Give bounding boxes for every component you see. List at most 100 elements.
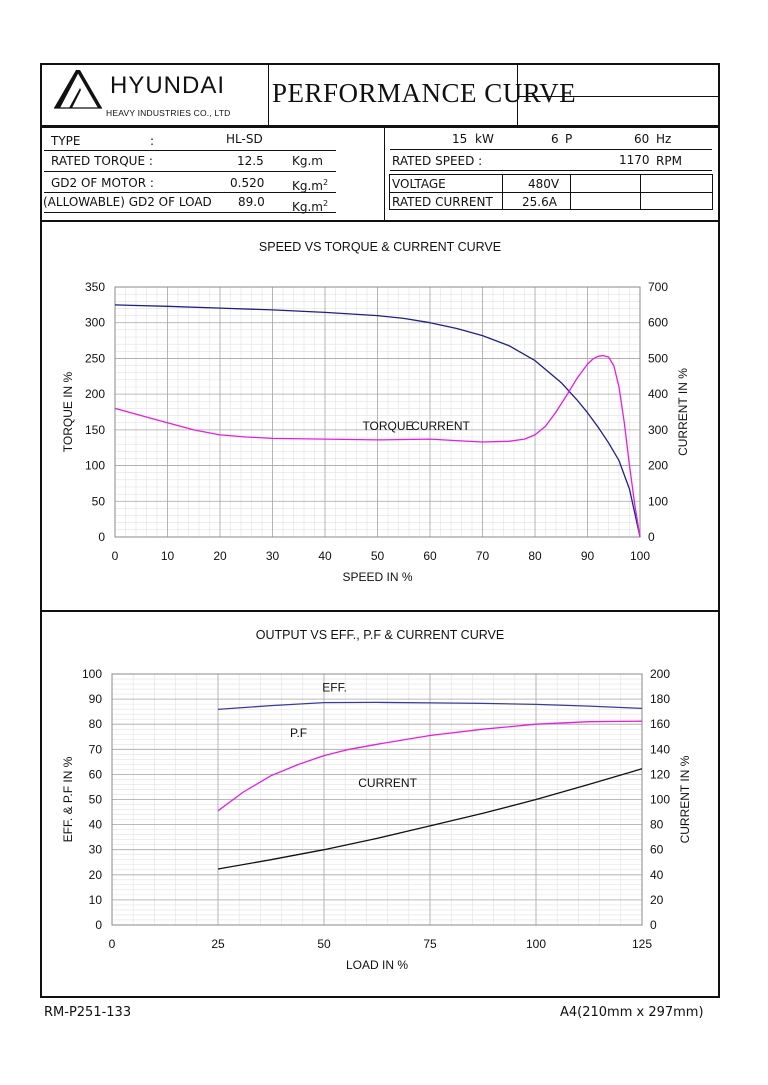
paper-size: A4(210mm x 297mm) <box>560 1005 704 1020</box>
y2-tick-label: 200 <box>648 459 668 473</box>
series-label-current: CURRENT <box>411 419 470 433</box>
voltage-value: 480V <box>528 177 560 191</box>
rated-current-label: RATED CURRENT <box>392 195 493 209</box>
rated-speed-unit: RPM <box>656 154 682 168</box>
series-label-torque: TORQUE <box>362 419 413 433</box>
series-line-p-f <box>217 720 643 812</box>
y2-tick-label: 500 <box>648 351 668 365</box>
y-tick-label: 50 <box>92 494 106 508</box>
spec-type-sep: : <box>150 134 155 148</box>
y-tick-label: 40 <box>89 818 103 832</box>
page-title: PERFORMANCE CURVE <box>272 78 577 108</box>
x-tick-label: 70 <box>476 549 490 563</box>
spec-rule <box>44 212 336 213</box>
chart2-frame <box>40 610 720 998</box>
y2-tick-label: 600 <box>648 316 668 330</box>
y2-tick-label: 180 <box>650 692 670 706</box>
y2-tick-label: 60 <box>650 843 664 857</box>
x-tick-label: 100 <box>526 937 546 951</box>
x-tick-label: 80 <box>528 549 542 563</box>
x-tick-label: 40 <box>318 549 332 563</box>
table-col <box>502 174 503 210</box>
spec-type-label: TYPE <box>51 134 81 148</box>
x-tick-label: 50 <box>317 937 331 951</box>
spec-rule <box>44 171 336 172</box>
spec-gd2-load-value: 89.0 <box>238 195 265 209</box>
spec-gd2-motor-unit: Kg.m2 <box>292 176 328 193</box>
x-tick-label: 75 <box>423 937 437 951</box>
x-tick-label: 0 <box>109 937 116 951</box>
y2-axis-label: CURRENT IN % <box>676 368 690 456</box>
y-axis-label: EFF. & P.F IN % <box>61 756 75 842</box>
spec-torque-label: RATED TORQUE : <box>51 154 153 168</box>
y2-tick-label: 120 <box>650 767 670 781</box>
spec-torque-unit: Kg.m <box>292 154 323 168</box>
header-right-rule <box>517 96 720 97</box>
y2-tick-label: 200 <box>650 667 670 681</box>
x-tick-label: 20 <box>213 549 227 563</box>
poles-value: 6 <box>551 132 559 146</box>
table-col <box>570 174 571 210</box>
series-label-eff: EFF. <box>322 681 347 695</box>
series-line-current <box>217 768 643 870</box>
y2-tick-label: 0 <box>648 530 655 544</box>
y2-axis-label: CURRENT IN % <box>678 755 692 843</box>
brand-name: HYUNDAI <box>110 72 226 99</box>
power-value: 15 <box>452 132 468 146</box>
poles-unit: P <box>565 132 573 146</box>
y-tick-label: 50 <box>89 793 103 807</box>
y-tick-label: 0 <box>98 530 105 544</box>
y-tick-label: 70 <box>89 742 103 756</box>
freq-value: 60 <box>634 132 650 146</box>
spec-type-value: HL-SD <box>226 132 263 146</box>
y2-tick-label: 140 <box>650 742 670 756</box>
y-tick-label: 0 <box>95 918 102 932</box>
document-code: RM-P251-133 <box>44 1005 132 1020</box>
series-line-torque <box>114 354 641 538</box>
spec-rule <box>44 150 336 151</box>
header-divider-1 <box>268 63 269 127</box>
rated-speed-label: RATED SPEED : <box>392 154 483 168</box>
company-name: HEAVY INDUSTRIES CO., LTD <box>106 108 231 118</box>
spec-gd2-load-unit: Kg.m2 <box>292 197 328 214</box>
x-tick-label: 25 <box>211 937 225 951</box>
y2-tick-label: 300 <box>648 423 668 437</box>
y2-tick-label: 700 <box>648 280 668 294</box>
spec-gd2-motor-value: 0.520 <box>230 176 265 190</box>
plot-border <box>111 673 643 926</box>
y2-tick-label: 20 <box>650 893 664 907</box>
y-tick-label: 80 <box>89 717 103 731</box>
y-tick-label: 350 <box>85 280 105 294</box>
x-tick-label: 30 <box>266 549 280 563</box>
spec-torque-value: 12.5 <box>237 154 264 168</box>
y-tick-label: 60 <box>89 767 103 781</box>
header-divider-2 <box>517 63 518 127</box>
spec-divider <box>384 126 385 222</box>
x-tick-label: 0 <box>112 549 119 563</box>
y2-tick-label: 100 <box>650 793 670 807</box>
speed-torque-current-chart: 0 10 20 30 40 50 60 70 80 90 100 0 50 100 150 200 250 300… <box>61 280 690 584</box>
table-col <box>640 174 641 210</box>
x-tick-label: 10 <box>161 549 175 563</box>
y-tick-label: 10 <box>89 893 103 907</box>
y2-tick-label: 400 <box>648 387 668 401</box>
spec-rule <box>390 149 712 150</box>
y-tick-label: 150 <box>85 423 105 437</box>
unit-text: Kg.m <box>292 200 323 214</box>
power-unit: kW <box>475 132 494 146</box>
y-tick-label: 200 <box>85 387 105 401</box>
x-tick-label: 50 <box>371 549 385 563</box>
voltage-label: VOLTAGE <box>392 177 446 191</box>
y2-tick-label: 80 <box>650 818 664 832</box>
x-tick-label: 60 <box>423 549 437 563</box>
unit-sup: 2 <box>323 178 329 187</box>
x-tick-label: 90 <box>581 549 595 563</box>
y2-tick-label: 100 <box>648 494 668 508</box>
y-tick-label: 20 <box>89 868 103 882</box>
y-tick-label: 100 <box>82 667 102 681</box>
table-rule <box>389 192 713 193</box>
x-tick-label: 100 <box>630 549 650 563</box>
y-tick-label: 250 <box>85 351 105 365</box>
y2-tick-label: 40 <box>650 868 664 882</box>
series-line-current <box>114 304 641 538</box>
